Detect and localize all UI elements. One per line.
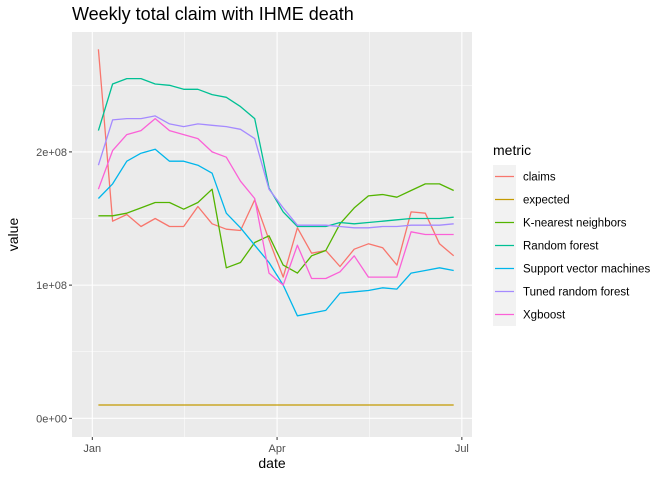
x-tick-label: Apr [269,443,286,455]
series-line-tuned-random-forest [97,115,454,229]
legend-label: Random forest [523,241,599,253]
series-line-k-nearest-neighbors [98,183,454,274]
y-axis-ticks: 0e+00 1e+08 2e+08 [36,147,72,425]
series-line-support-vector-machines [97,148,454,317]
major-gridlines-y [72,151,472,419]
x-tick-label: Jan [83,443,101,455]
series-line-claims [97,49,455,278]
plot-panel [72,32,472,437]
legend-label: K-nearest neighbors [523,218,627,230]
legend: metric claims expected K-nearest neighbors… [493,142,650,326]
x-axis-ticks: Jan Apr Jul [83,437,469,455]
legend-label: claims [523,172,556,184]
y-axis-title: value [5,218,21,252]
legend-label: Tuned random forest [523,287,630,299]
chart-title: Weekly total claim with IHME death [72,4,354,24]
legend-label: Xgboost [523,310,566,322]
y-tick-label: 1e+08 [36,280,67,292]
series-line-random-forest [97,77,454,228]
legend-title: metric [493,142,531,158]
legend-label: expected [523,195,570,207]
series-lines [97,49,455,406]
major-gridlines-x [91,32,463,437]
y-tick-label: 2e+08 [36,147,67,159]
series-line-xgboost [97,117,454,286]
x-axis-title: date [258,455,285,471]
minor-gridlines-x [184,32,370,437]
y-tick-label: 0e+00 [36,413,67,425]
x-tick-label: Jul [455,443,469,455]
legend-label: Support vector machines [523,264,650,276]
